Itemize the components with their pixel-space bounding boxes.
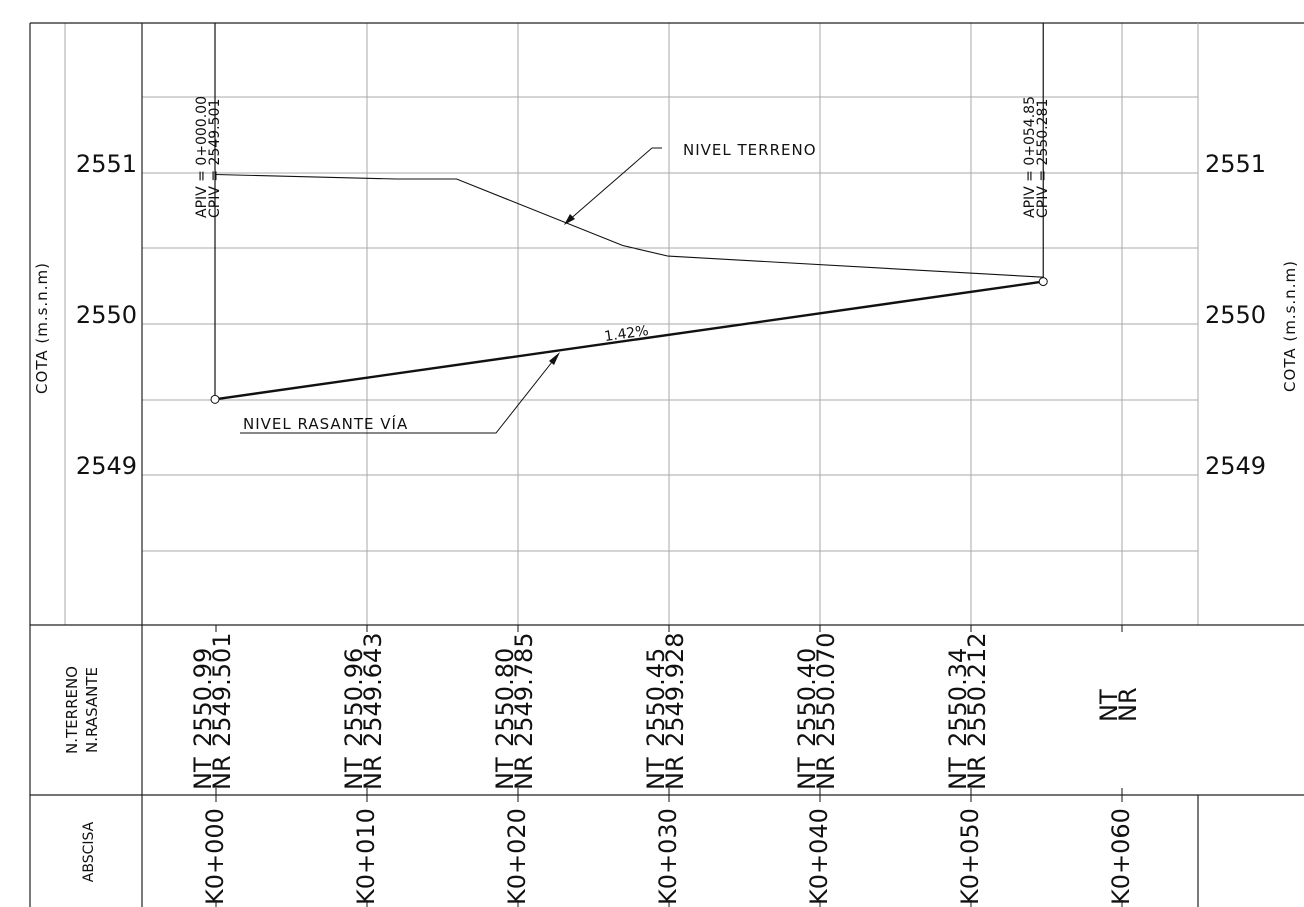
nr-elevation-value: 2550.212 [963,632,991,747]
abscissa-label: K0+050 [956,808,984,905]
pivot-station-label: APIV = 0+054.85 [1022,96,1038,218]
elevation-tick-label-right: 2550 [1205,301,1266,329]
elevation-tick-label-left: 2549 [76,452,137,480]
table-row-label-grade: N.RASANTE [83,667,101,753]
abscissa-label: K0+000 [201,808,229,905]
nr-code-label: NR [359,755,387,790]
nt-elevation-value: 2550.34 [944,648,972,747]
abscissa-label: K0+060 [1107,808,1135,905]
terrain-annotation: NIVEL TERRENO [564,141,817,225]
abscissa-label: K0+040 [805,808,833,905]
station-table: NTNR2550.992549.501K0+000NTNR2550.962549… [189,625,1142,907]
nr-elevation-value: 2549.928 [661,632,689,747]
elevation-tick-label-right: 2549 [1205,452,1266,480]
grade-profile-line [214,280,1044,401]
nr-code-label: NR [661,755,689,790]
terrain-leader-arrowhead [564,214,575,225]
terrain-profile-line [214,173,1044,278]
profile-lines [214,173,1044,401]
nt-elevation-value: 2550.99 [189,648,217,747]
pivot-elevation-label: CPIV = 2549.501 [207,99,223,218]
abscissa-label: K0+030 [654,808,682,905]
elevation-tick-label-left: 2551 [76,150,137,178]
nr-code-label: NR [510,755,538,790]
nr-elevation-value: 2549.643 [359,632,387,747]
nt-code-label: NT [189,757,217,790]
nt-code-label: NT [1095,689,1123,722]
grade-leader-line [240,356,557,434]
table-row-label-abscissa: ABSCISA [81,821,97,882]
abscissa-label: K0+010 [352,808,380,905]
nr-code-label: NR [963,755,991,790]
grade-leader-arrowhead [549,352,560,365]
nr-code-label: NR [812,755,840,790]
nr-code-label: NR [208,755,236,790]
nr-elevation-value: 2549.785 [510,632,538,747]
pivot-elevation-label: CPIV = 2550.281 [1035,99,1051,218]
grade-percent-label: 1.42% [603,323,649,345]
elevation-tick-label-left: 2550 [76,301,137,329]
terrain-leader-line [567,147,662,222]
nt-code-label: NT [491,757,519,790]
nt-elevation-value: 2550.40 [793,648,821,747]
drawing-grid [29,22,1304,907]
nt-code-label: NT [793,757,821,790]
nt-elevation-value: 2550.80 [491,648,519,747]
y-axis-label-left: COTA (m.s.n.m) [33,262,51,394]
abscissa-label: K0+020 [503,808,531,905]
y-axis-label-right: COTA (m.s.n.m) [1281,260,1299,392]
nt-code-label: NT [340,757,368,790]
pivot-station-label: APIV = 0+000.00 [194,96,210,218]
nt-elevation-value: 2550.45 [642,648,670,747]
nr-code-label: NR [1114,687,1142,722]
grade-annotation-label: NIVEL RASANTE VÍA [243,414,408,433]
pivot-marker [210,394,220,404]
terrain-annotation-label: NIVEL TERRENO [683,141,817,159]
elevation-tick-labels: 2551 2551 2550 2550 2549 2549 [76,150,1266,480]
nt-elevation-value: 2550.96 [340,648,368,747]
nt-code-label: NT [944,757,972,790]
nt-code-label: NT [642,757,670,790]
nr-elevation-value: 2550.070 [812,632,840,747]
table-row-label-terrain: N.TERRENO [63,666,81,754]
pivot-marker [1038,277,1048,287]
nr-elevation-value: 2549.501 [208,632,236,747]
grade-line-annotation: NIVEL RASANTE VÍA [240,352,560,434]
elevation-tick-label-right: 2551 [1205,150,1266,178]
